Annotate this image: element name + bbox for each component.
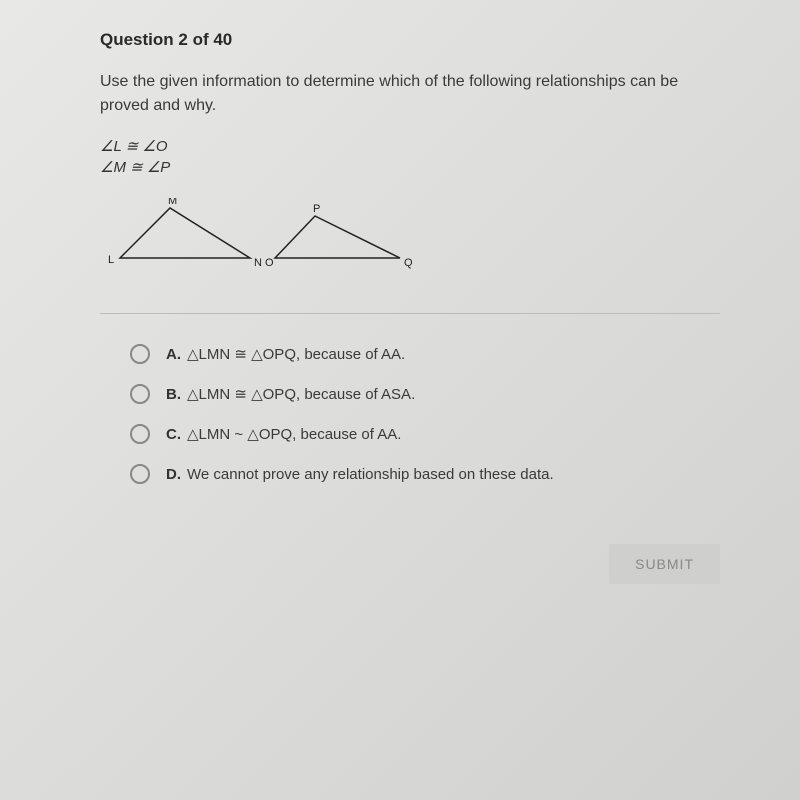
option-text: We cannot prove any relationship based o…: [187, 466, 554, 483]
triangle-lmn: [120, 208, 250, 258]
option-letter: A.: [166, 346, 181, 363]
option-b[interactable]: B. △LMN ≅ △OPQ, because of ASA.: [130, 384, 720, 404]
label-l: L: [108, 254, 114, 266]
radio-icon: [130, 384, 150, 404]
label-n: N: [254, 257, 262, 269]
given-line-2: ∠M ≅ ∠P: [100, 157, 720, 178]
given-info: ∠L ≅ ∠O ∠M ≅ ∠P: [100, 136, 720, 178]
label-p: P: [313, 203, 320, 215]
label-m: M: [168, 198, 177, 207]
option-letter: D.: [166, 466, 181, 483]
diagram-svg: L M N O P Q: [100, 198, 420, 278]
label-o: O: [265, 257, 274, 269]
option-d[interactable]: D. We cannot prove any relationship base…: [130, 464, 720, 484]
question-title: Question 2 of 40: [100, 30, 720, 50]
question-prompt: Use the given information to determine w…: [100, 70, 720, 118]
radio-icon: [130, 344, 150, 364]
option-letter: C.: [166, 426, 181, 443]
option-text: △LMN ~ △OPQ, because of AA.: [187, 425, 401, 443]
radio-icon: [130, 464, 150, 484]
option-text: △LMN ≅ △OPQ, because of AA.: [187, 345, 405, 363]
option-c[interactable]: C. △LMN ~ △OPQ, because of AA.: [130, 424, 720, 444]
submit-button[interactable]: SUBMIT: [609, 544, 720, 584]
triangle-opq: [275, 216, 400, 258]
radio-icon: [130, 424, 150, 444]
option-text: △LMN ≅ △OPQ, because of ASA.: [187, 385, 415, 403]
divider: [100, 313, 720, 314]
triangle-diagram: L M N O P Q: [100, 198, 720, 283]
answer-options: A. △LMN ≅ △OPQ, because of AA. B. △LMN ≅…: [100, 344, 720, 484]
option-letter: B.: [166, 386, 181, 403]
given-line-1: ∠L ≅ ∠O: [100, 136, 720, 157]
label-q: Q: [404, 257, 413, 269]
option-a[interactable]: A. △LMN ≅ △OPQ, because of AA.: [130, 344, 720, 364]
